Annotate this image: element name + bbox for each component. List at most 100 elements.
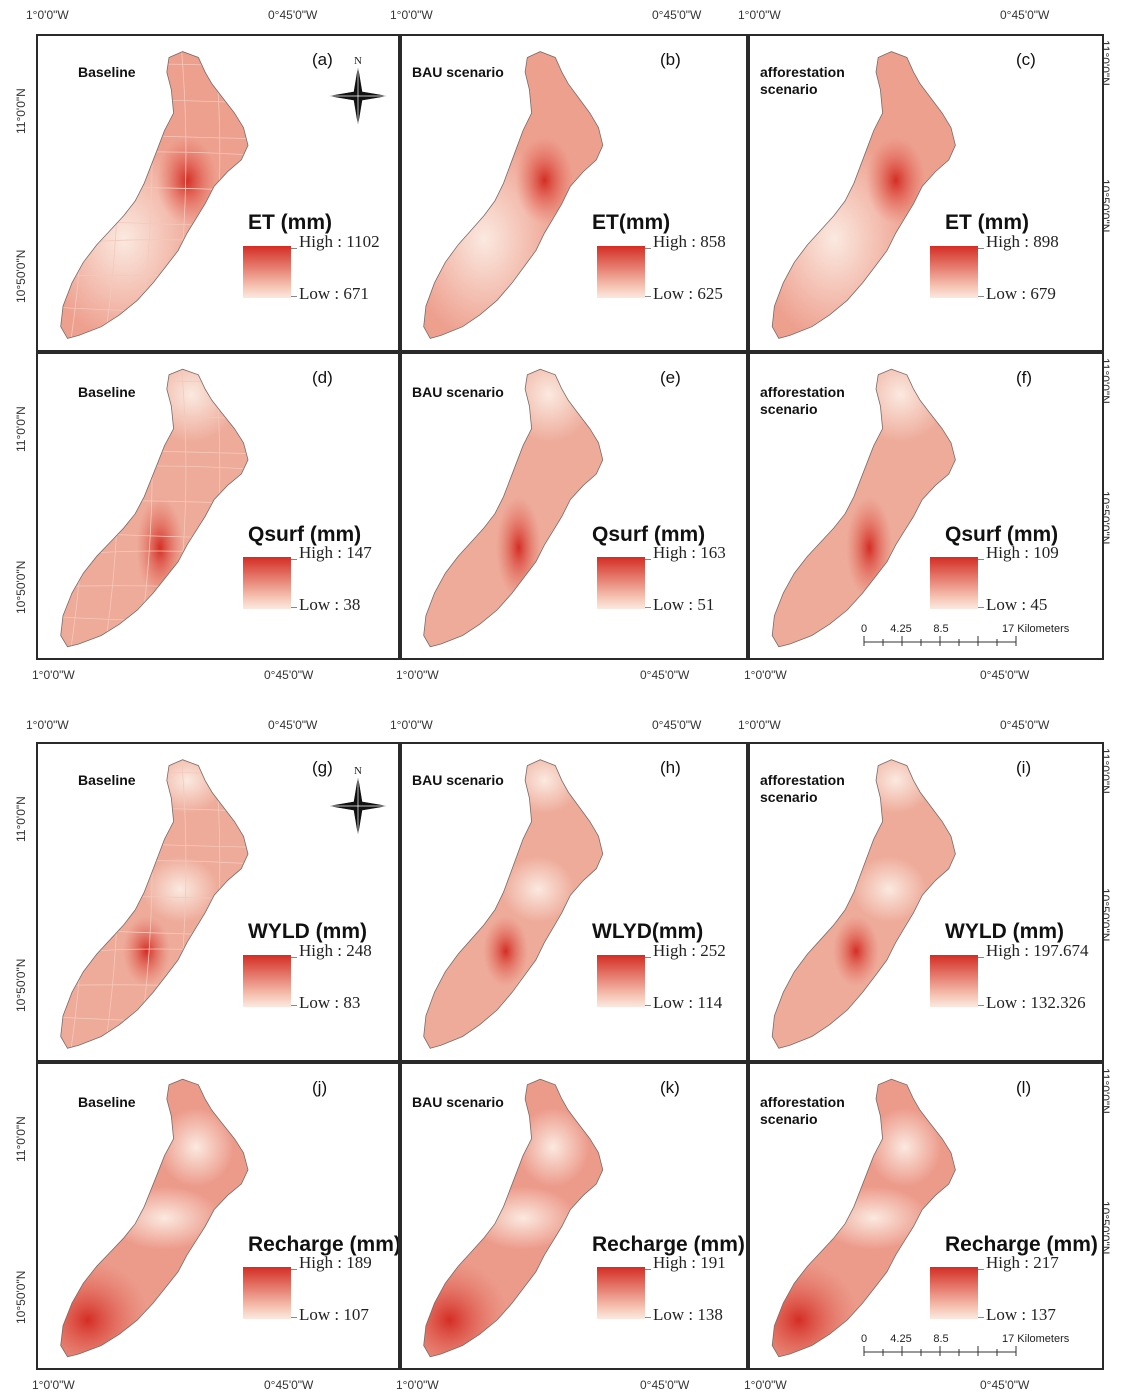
scale-bar-label: 17 Kilometers [1002,623,1070,635]
panel-tag: (j) [312,1078,328,1097]
map-panel: BAU scenario (k) Recharge (mm) High : 191 Lo… [400,1062,748,1370]
legend-tick [291,295,297,297]
lon-label-bottom: 1°0'0"W [744,668,787,682]
lat-label-left: 10°50'0"N [14,959,28,1013]
scenario-label-line: afforestation [760,772,845,788]
panel-tag: (b) [660,50,681,69]
scenario-label: Baseline [78,1094,136,1111]
north-arrow: N [328,762,388,843]
scenario-label-line: Baseline [78,384,136,400]
lat-label-left: 10°50'0"N [14,249,28,303]
watershed-map [771,51,956,339]
map-panel: BAU scenario (h) WLYD(mm) High : 252 Low : 1… [400,742,748,1062]
legend-high: High : 217 [986,1253,1059,1273]
legend-low: Low : 45 [986,595,1048,615]
scenario-label-line: scenario [760,80,818,97]
lon-label-top: 0°45'0"W [652,8,702,22]
legend-low: Low : 132.326 [986,993,1086,1013]
legend-low: Low : 107 [299,1305,369,1325]
panel-tag: (e) [660,368,681,387]
variable-title: ET (mm) [248,210,332,234]
map-panel: afforestation scenario (f) Qsurf (mm) High :… [748,352,1104,660]
legend-high: High : 898 [986,231,1059,251]
watershed-boundary [60,759,249,1049]
watershed-boundary [60,51,249,339]
legend-high: High : 252 [653,941,726,961]
legend-tick [978,295,984,297]
map-panel: BAU scenario (b) ET(mm) High : 858 Low : 625 [400,34,748,352]
legend-tick [645,957,651,959]
legend-high: High : 189 [299,1253,372,1273]
north-label: N [354,55,362,67]
scenario-label-line: Baseline [78,1094,136,1110]
panel-tag: (f) [1016,368,1033,387]
legend-low: Low : 114 [653,993,723,1013]
watershed-map [423,368,604,648]
legend-color-ramp [243,245,291,298]
panel-tag: (h) [660,758,681,777]
scenario-label-line: BAU scenario [412,772,504,788]
variable-title: ET(mm) [592,210,671,234]
scenario-label-line: scenario [760,400,818,417]
legend-tick [645,1005,651,1007]
lon-label-bottom: 1°0'0"W [32,1378,75,1392]
scenario-label: afforestation scenario [760,1094,845,1128]
legend-high: High : 858 [653,231,726,251]
legend-tick [978,247,984,249]
legend-color-ramp [243,1267,291,1320]
variable-title: WYLD (mm) [945,920,1064,943]
lon-label-top: 0°45'0"W [652,718,702,732]
legend-color-ramp [930,1267,978,1320]
lon-label-top: 1°0'0"W [738,718,781,732]
map-panel: Baseline (g) WYLD (mm) High : 248 Low : 83 [36,742,400,1062]
watershed-map [771,1078,956,1358]
legend-color-ramp [930,245,978,298]
legend-low: Low : 51 [653,595,715,615]
legend-tick [978,1269,984,1271]
legend-tick [645,1317,651,1319]
legend-high: High : 163 [653,543,726,563]
lat-label-left: 11°0'0"N [14,88,28,134]
lon-label-top: 1°0'0"W [26,718,69,732]
scenario-label-line: Baseline [78,64,136,80]
lon-label-bottom: 1°0'0"W [744,1378,787,1392]
legend-high: High : 197.674 [986,941,1089,961]
lat-label-left: 11°0'0"N [14,796,28,842]
map-panel: afforestation scenario (c) ET (mm) High : 89… [748,34,1104,352]
scenario-label: BAU scenario [412,64,504,81]
map-panel: Baseline (d) Qsurf (mm) High : 147 Low : 38 [36,352,400,660]
legend-tick [291,247,297,249]
map-panel: afforestation scenario (i) WYLD (mm) High : … [748,742,1104,1062]
scale-bar: 0 4.25 8.5 17 Kilometers [846,620,1096,663]
legend-tick [645,1269,651,1271]
scenario-label: afforestation scenario [760,384,845,418]
watershed-boundary [423,368,604,648]
map-panel: Baseline (j) Recharge (mm) High : 189 Low : … [36,1062,400,1370]
scale-bar-label: 8.5 [933,1333,948,1345]
map-panel: Baseline (a) ET (mm) High : 1102 Low : 671 [36,34,400,352]
lon-label-top: 0°45'0"W [1000,8,1050,22]
lon-label-bottom: 1°0'0"W [32,668,75,682]
variable-title: Qsurf (mm) [592,523,706,547]
watershed-boundary [423,1078,604,1358]
north-label: N [354,765,362,777]
lon-label-bottom: 0°45'0"W [264,1378,314,1392]
scale-bar-label: 8.5 [933,623,948,635]
watershed-map [771,368,956,648]
lon-label-bottom: 1°0'0"W [396,1378,439,1392]
panel-tag: (g) [312,758,333,777]
legend-color-ramp [930,955,978,1008]
legend-low: Low : 83 [299,993,361,1013]
scenario-label-line: scenario [760,1110,818,1127]
lon-label-top: 1°0'0"W [390,8,433,22]
variable-title: Recharge (mm) [248,1233,400,1257]
panel-tag: (a) [312,50,333,69]
watershed-map [423,1078,604,1358]
legend-high: High : 147 [299,543,372,563]
panel-tag: (i) [1016,758,1032,777]
lat-label-left: 11°0'0"N [14,1116,28,1162]
scenario-label-line: afforestation [760,64,845,80]
scale-bar-label: 17 Kilometers [1002,1333,1070,1345]
watershed-map [423,759,604,1049]
scenario-label-line: afforestation [760,1094,845,1110]
